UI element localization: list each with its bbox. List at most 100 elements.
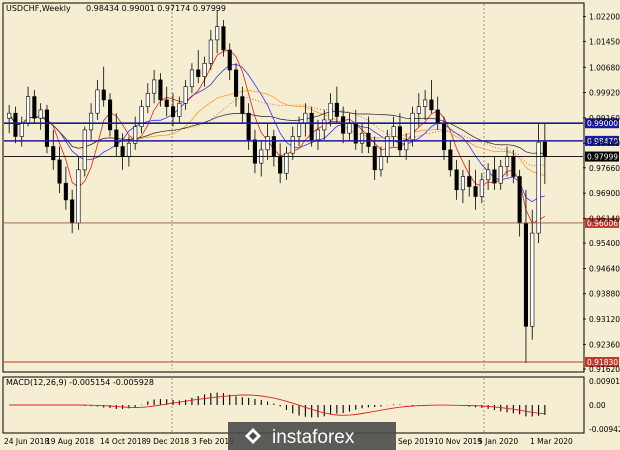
candle <box>423 89 428 120</box>
price-tick-label: 0.97660 <box>589 164 620 173</box>
candle <box>215 9 220 54</box>
price-tick-label: 0.93880 <box>589 290 620 299</box>
candle <box>108 93 113 137</box>
candle <box>38 103 43 130</box>
price-tick-label: 1.00680 <box>589 63 620 72</box>
candle-body <box>372 146 377 171</box>
candle <box>114 113 119 157</box>
candle-body <box>189 69 194 87</box>
price-tick-label: 0.99160 <box>589 114 620 123</box>
candle <box>410 106 415 147</box>
candle <box>498 159 503 190</box>
candle <box>252 129 257 174</box>
candle <box>51 129 56 170</box>
candle-body <box>416 106 421 114</box>
candle <box>227 43 232 80</box>
candle <box>95 79 100 120</box>
candle <box>448 139 453 177</box>
candle-body <box>7 112 12 119</box>
watermark-text: instaforex <box>272 427 355 448</box>
candle-body <box>429 99 434 111</box>
candle-body <box>19 122 24 137</box>
macd-signal-line <box>9 394 545 416</box>
level-tag-text-upper: 0.99000 <box>587 119 618 128</box>
candle <box>13 106 18 144</box>
level-tag-upper <box>585 118 619 129</box>
date-tick-label: Sep 2019 <box>398 437 434 446</box>
candle <box>158 73 163 107</box>
candle-body <box>397 126 403 151</box>
candle <box>189 63 194 94</box>
candle-body <box>82 129 87 171</box>
candle-body <box>70 199 75 224</box>
level-tag-text-current: 0.97999 <box>587 153 618 162</box>
candle-body <box>460 176 466 191</box>
level-tag-current <box>585 151 619 162</box>
price-axis: 1.02200 1.01450 1.00680 0.99920 0.99160 0.984… <box>583 13 620 374</box>
price-tick-label: 0.92360 <box>589 340 620 349</box>
candle-body <box>240 96 245 114</box>
candle <box>492 156 497 190</box>
candle <box>101 66 106 107</box>
candle-body <box>177 102 182 117</box>
candle <box>530 209 535 340</box>
price-levels: 0.99000 0.98470 0.97999 0.96006 0.91830 <box>4 118 619 368</box>
candle-body <box>441 122 447 151</box>
main-pane-border <box>2 2 585 373</box>
candle-body <box>126 142 131 157</box>
candle <box>82 126 87 177</box>
candle <box>341 106 346 144</box>
candle-body <box>284 152 289 174</box>
date-tick-label: 3 Feb 2019 <box>192 437 234 446</box>
candle-body <box>101 89 106 101</box>
candle-body <box>391 126 396 137</box>
candle-body <box>334 102 339 117</box>
candle-body <box>498 166 503 184</box>
candle <box>328 93 333 127</box>
candle <box>202 56 207 87</box>
candle-body <box>152 79 157 94</box>
candle-body <box>504 156 510 167</box>
candle-body <box>63 182 68 201</box>
candle-body <box>328 102 333 121</box>
candle-body <box>145 93 150 107</box>
candle-body <box>296 122 302 137</box>
candle <box>7 104 12 134</box>
candle-body <box>341 116 346 134</box>
candle-body <box>208 39 213 64</box>
candle <box>32 89 37 124</box>
price-tick-label: 0.91620 <box>589 365 620 374</box>
candle-body <box>215 26 220 41</box>
candle-body <box>523 222 529 327</box>
candle-body <box>32 96 37 119</box>
candle <box>290 126 295 160</box>
date-tick-label: 10 Nov 2019 <box>434 437 482 446</box>
candle-body <box>530 232 535 327</box>
candle <box>183 79 188 110</box>
watermark-logo <box>245 428 261 444</box>
candle <box>89 103 94 140</box>
candle <box>208 29 213 70</box>
candle <box>467 159 472 197</box>
candle-body <box>404 139 409 151</box>
candle-body <box>171 106 176 117</box>
vertical-gridlines <box>171 4 485 432</box>
candle <box>145 83 150 114</box>
date-tick-label: 9 Dec 2018 <box>146 437 189 446</box>
candle-body <box>13 112 18 137</box>
candle <box>322 109 327 140</box>
price-tick-label: 1.02200 <box>589 13 620 22</box>
candle-body <box>57 159 62 184</box>
candle-body <box>114 129 119 147</box>
candle <box>139 99 144 134</box>
candle-body <box>158 79 163 101</box>
macd-tick-bottom: -0.009424 <box>589 425 620 434</box>
candle-body <box>76 169 81 224</box>
candle <box>486 163 491 190</box>
candle-body <box>290 136 295 154</box>
candle-body <box>252 139 257 164</box>
candle-body <box>479 179 484 197</box>
price-tick-label: 0.95400 <box>589 239 620 248</box>
